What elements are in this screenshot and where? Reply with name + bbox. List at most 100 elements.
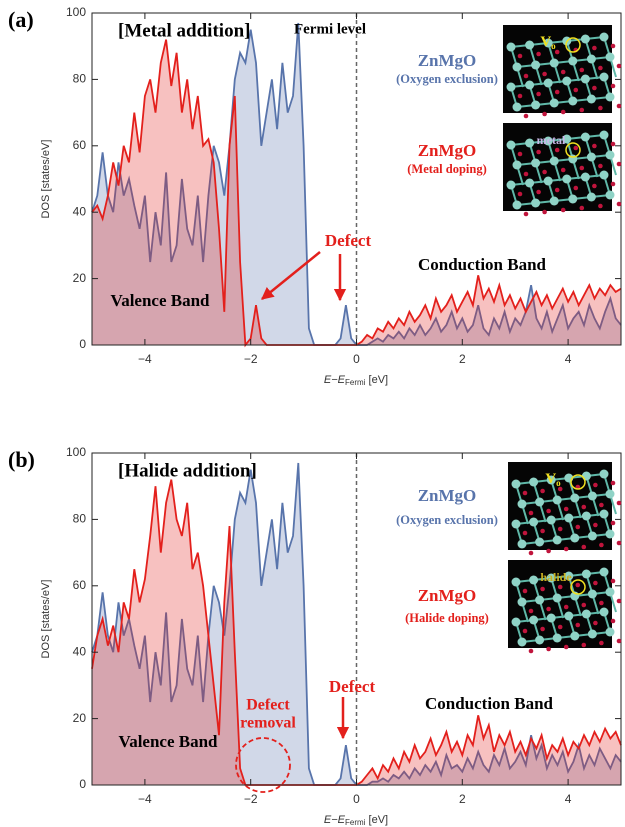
y-tick-label: 0 [79, 337, 86, 351]
atom [606, 628, 615, 637]
figure: 020406080100−4−2024DOS [states/eV]E−EFer… [0, 0, 625, 827]
x-tick-label: −2 [244, 352, 258, 366]
atom [513, 63, 522, 72]
atom [518, 638, 527, 647]
defect-label: Defect [325, 231, 372, 250]
atom [550, 59, 559, 68]
atom [600, 568, 609, 577]
legend-label: (Metal doping) [407, 162, 487, 176]
atom [617, 104, 622, 109]
atom [581, 133, 590, 142]
atom [542, 112, 547, 117]
atom [598, 204, 603, 209]
atom [513, 103, 522, 112]
x-tick-label: 2 [459, 792, 466, 806]
atom [598, 164, 603, 169]
atom [542, 170, 547, 175]
atom [611, 44, 616, 49]
atom [518, 540, 527, 549]
atom [558, 527, 563, 532]
atom [507, 141, 516, 150]
atom [553, 536, 562, 545]
x-label-sub: Fermi [345, 378, 366, 387]
atom [574, 88, 579, 93]
atom [599, 543, 604, 548]
atom [562, 175, 571, 184]
atom [600, 470, 609, 479]
atom [550, 99, 559, 108]
atom [531, 199, 540, 208]
atom [617, 541, 622, 546]
inset-label: metal [537, 133, 566, 147]
x-label-unit: [eV] [365, 814, 388, 826]
atom [599, 641, 604, 646]
atom [561, 70, 566, 75]
y-tick-label: 100 [66, 5, 86, 19]
atom [576, 583, 581, 588]
atom [535, 498, 544, 507]
atom [555, 90, 560, 95]
atom [587, 153, 596, 162]
atom [580, 108, 585, 113]
atom [546, 549, 551, 554]
valence-label: Valence Band [110, 291, 210, 310]
atom [525, 179, 534, 188]
atom [523, 629, 528, 634]
x-label-sub: Fermi [345, 818, 366, 827]
atom [518, 598, 527, 607]
atom [582, 603, 587, 608]
valence-label: Valence Band [118, 732, 218, 751]
atom [540, 489, 545, 494]
atom [561, 208, 566, 213]
atom [600, 510, 609, 519]
inset-label: halide [540, 570, 572, 584]
legend-label: (Oxygen exclusion) [396, 513, 498, 527]
atom [600, 171, 609, 180]
legend-label: (Halide doping) [405, 611, 489, 625]
atom [518, 152, 523, 157]
y-axis-label: DOS [states/eV] [40, 140, 52, 219]
atom [611, 182, 616, 187]
atom [507, 83, 516, 92]
inset-label-main: metal [537, 133, 566, 147]
atom [592, 46, 597, 51]
legend-name: ZnMgO [418, 51, 477, 70]
atom [525, 139, 534, 148]
atom [523, 531, 528, 536]
atom [524, 172, 529, 177]
atom [600, 33, 609, 42]
atom [561, 168, 566, 173]
atom [564, 605, 569, 610]
atom [593, 581, 598, 586]
inset-label-main: V [540, 34, 551, 50]
x-tick-label: −4 [138, 352, 152, 366]
atom [564, 547, 569, 552]
atom [555, 148, 560, 153]
atom [540, 529, 545, 534]
atom [617, 202, 622, 207]
atom [529, 576, 538, 585]
atom [598, 66, 603, 71]
defect-label: Defect [329, 677, 376, 696]
atom [574, 186, 579, 191]
atom [523, 589, 528, 594]
atom [564, 612, 573, 621]
atom [512, 480, 521, 489]
atom [606, 490, 615, 499]
removal-label: removal [240, 715, 296, 732]
atom [535, 596, 544, 605]
atom [564, 507, 569, 512]
atom [599, 503, 604, 508]
y-tick-label: 20 [73, 271, 87, 285]
atom [524, 212, 529, 217]
atom [600, 131, 609, 140]
x-label-main: E−E [324, 374, 346, 386]
atom [580, 166, 585, 171]
atom [606, 588, 615, 597]
atom [606, 151, 615, 160]
atom [587, 55, 596, 64]
atom [546, 647, 551, 652]
atom [611, 481, 616, 486]
atom [546, 509, 551, 514]
x-axis-label: E−EFermi [eV] [324, 814, 388, 827]
